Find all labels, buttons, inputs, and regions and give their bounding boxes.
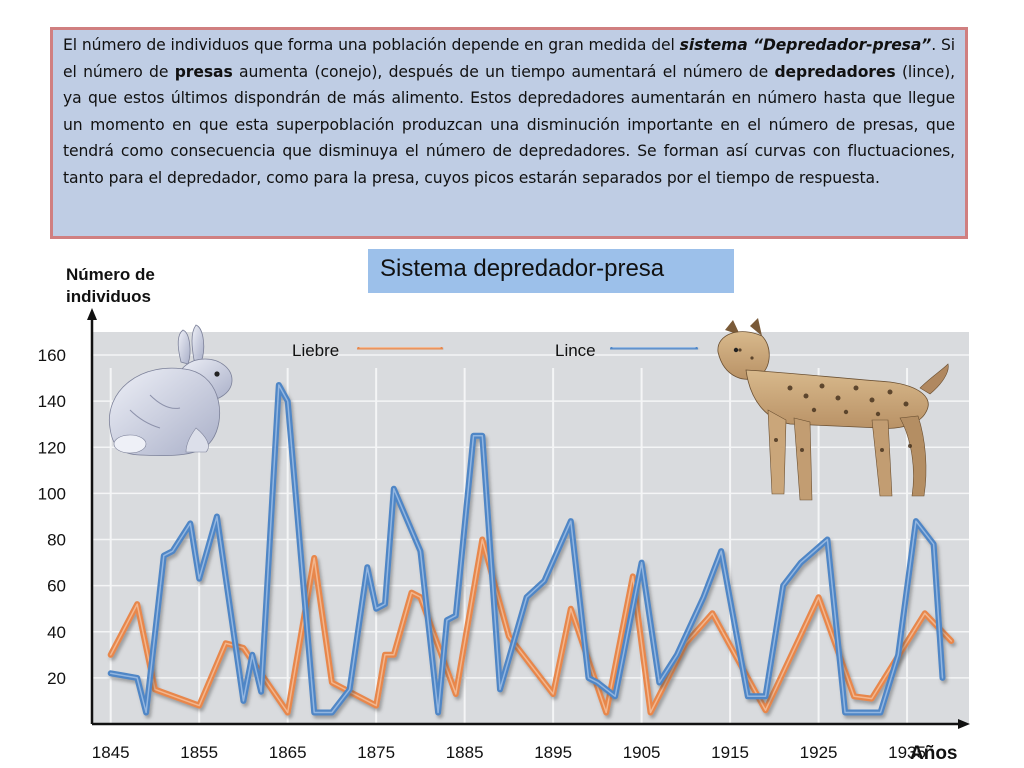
legend-swatch-liebre — [357, 346, 443, 352]
x-tick-label: 1935 — [888, 743, 926, 762]
series-lince — [107, 382, 946, 716]
y-tick-label: 140 — [38, 392, 66, 411]
y-tick-label: 40 — [47, 623, 66, 642]
x-tick-label: 1905 — [623, 743, 661, 762]
x-tick-label: 1915 — [711, 743, 749, 762]
y-tick-label: 160 — [38, 346, 66, 365]
y-tick-label: 120 — [38, 438, 66, 457]
y-tick-label: 100 — [38, 484, 66, 503]
lynx-illustration — [717, 318, 949, 501]
chart-title: Sistema depredador-presa — [380, 255, 665, 282]
x-tick-label: 1885 — [446, 743, 484, 762]
legend-label-lince: Lince — [555, 341, 596, 360]
axis-tick-labels: 20 40 60 80 100 120 140 160 1845 1855 1865 1875 1885… — [38, 346, 926, 762]
intro-text-3: . Si el número de — [63, 36, 955, 81]
series-liebre — [107, 536, 955, 716]
hare-illustration — [108, 324, 233, 457]
x-tick-label: 1925 — [800, 743, 838, 762]
legend-label-liebre: Liebre — [292, 341, 339, 360]
intro-text-system: sistema “Depredador-presa” — [679, 36, 932, 54]
x-tick-label: 1855 — [180, 743, 218, 762]
y-axis-label-line-2: individuos — [66, 287, 151, 306]
x-tick-label: 1865 — [269, 743, 307, 762]
x-tick-label: 1845 — [92, 743, 130, 762]
intro-text-7: (lince), ya que estos últimos dispondrán… — [63, 62, 955, 187]
y-axis-arrow — [87, 308, 97, 320]
intro-text-1: El número de individuos que forma una po… — [63, 36, 680, 54]
intro-text-5: aumenta (conejo), después de un tiempo a… — [232, 62, 775, 81]
x-tick-label: 1875 — [357, 743, 395, 762]
x-axis-arrow — [958, 719, 970, 729]
x-axis-label: Años — [910, 743, 958, 764]
series-lines — [107, 382, 955, 716]
series-highlight-lince — [109, 384, 944, 714]
y-tick-label: 60 — [47, 577, 66, 596]
intro-text-depredadores: depredadores — [774, 62, 896, 81]
intro-text-presas: presas — [174, 62, 233, 81]
chart-title-box: Sistema depredador-presa — [368, 249, 734, 293]
y-axis-label-line-1: Número de — [66, 265, 155, 284]
series-highlight-liebre — [109, 538, 953, 714]
y-tick-label: 80 — [47, 531, 66, 550]
legend: Liebre Lince — [292, 341, 698, 360]
intro-paragraph: El número de individuos que forma una po… — [63, 32, 955, 192]
y-axis-label: Número de individuos — [66, 264, 155, 308]
intro-panel: El número de individuos que forma una po… — [50, 27, 968, 239]
legend-swatch-lince — [610, 346, 698, 352]
y-tick-label: 20 — [47, 669, 66, 688]
x-tick-label: 1895 — [534, 743, 572, 762]
